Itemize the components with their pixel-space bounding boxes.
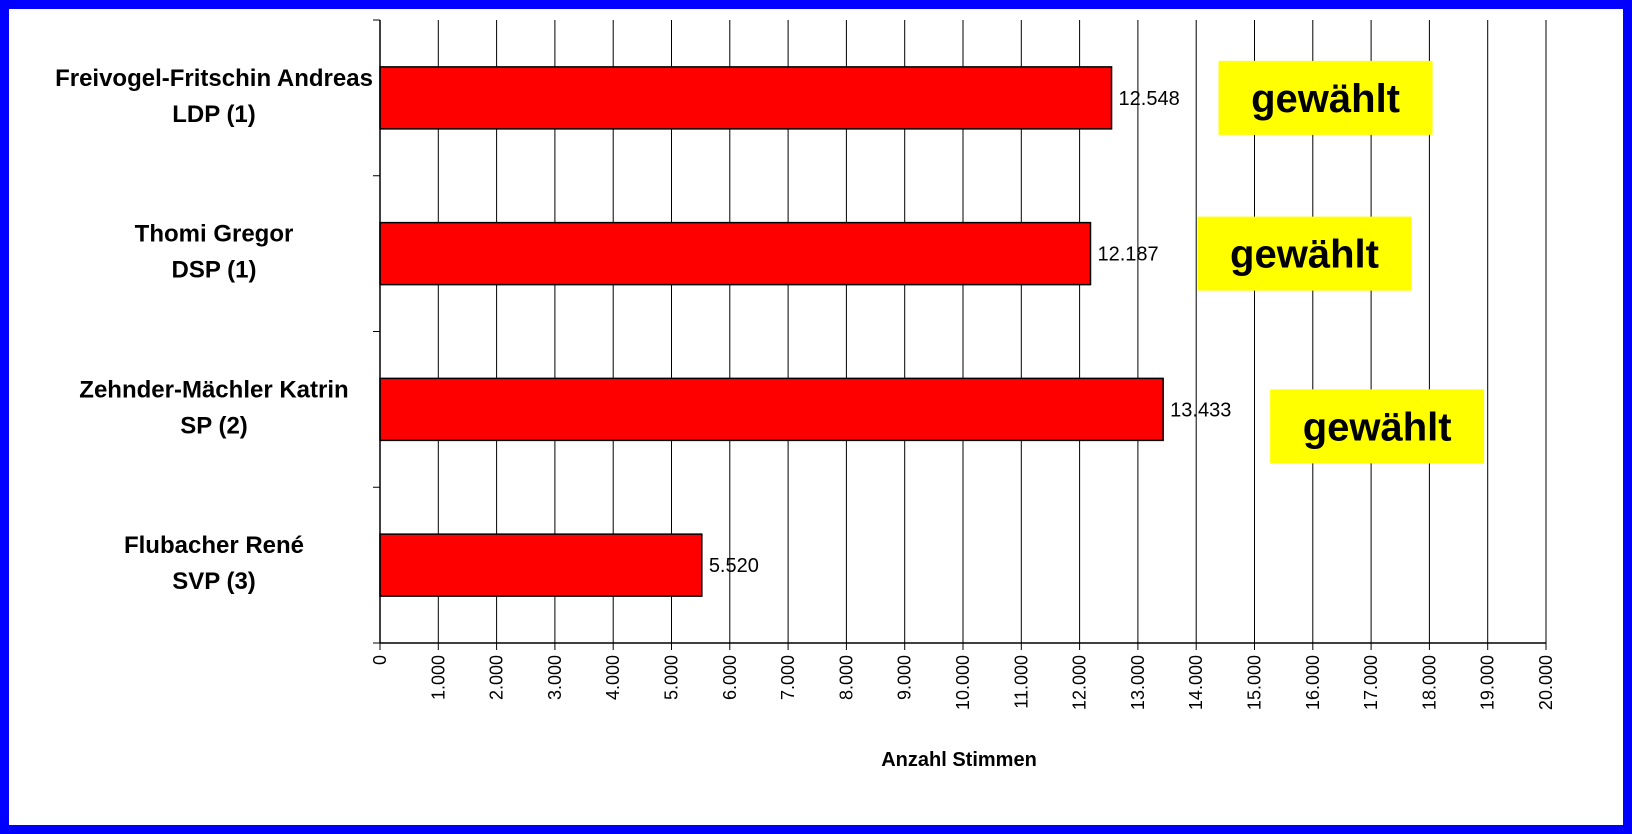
x-tick-label: 5.000 — [662, 655, 682, 700]
bars — [379, 66, 1164, 597]
category-label: LDP (1) — [172, 101, 256, 128]
value-label: 5.520 — [709, 555, 759, 577]
elected-badge — [1270, 389, 1485, 464]
x-tick-label: 1.000 — [428, 655, 448, 700]
x-tick-label: 8.000 — [836, 655, 856, 700]
elected-badge-label: gewählt — [1303, 405, 1452, 449]
x-tick-label: 11.000 — [1011, 655, 1031, 709]
x-tick-label: 7.000 — [778, 655, 798, 700]
elected-badge — [1197, 216, 1412, 291]
category-label: Zehnder-Mächler Katrin — [79, 376, 348, 403]
x-tick-label: 20.000 — [1536, 655, 1556, 710]
category-labels: Freivogel-Fritschin Andreas LDP (1) Thomi … — [55, 65, 373, 595]
x-tick-label: 18.000 — [1419, 655, 1439, 710]
bar — [379, 377, 1164, 442]
category-label: SP (2) — [180, 412, 248, 439]
x-tick-label: 2.000 — [487, 655, 507, 700]
x-tick-label: 6.000 — [720, 655, 740, 700]
value-label: 12.548 — [1119, 88, 1180, 110]
axes — [373, 19, 1547, 650]
bar — [379, 66, 1113, 130]
value-label: 13.433 — [1170, 399, 1231, 421]
x-tick-label: 4.000 — [603, 655, 623, 700]
category-label: DSP (1) — [172, 257, 257, 284]
x-tick-label: 0 — [370, 655, 390, 665]
x-tick-label: 13.000 — [1128, 655, 1148, 710]
bar — [379, 221, 1092, 286]
chart-frame: 0 1.000 2.000 3.000 4.000 5.000 6.000 7.000 8.00… — [9, 9, 1623, 825]
annotations: gewählt gewählt gewählt — [1197, 60, 1485, 464]
x-tick-label: 12.000 — [1070, 655, 1090, 710]
elected-badge-label: gewählt — [1230, 233, 1379, 277]
x-tick-label: 10.000 — [953, 655, 973, 710]
elected-badge — [1218, 60, 1433, 135]
category-label: Flubacher René — [124, 532, 304, 559]
x-tick-labels: 0 1.000 2.000 3.000 4.000 5.000 6.000 7.000 8.00… — [370, 655, 1556, 710]
x-axis-title: Anzahl Stimmen — [881, 749, 1037, 771]
category-label: Freivogel-Fritschin Andreas — [55, 65, 373, 92]
x-tick-label: 16.000 — [1303, 655, 1323, 710]
x-tick-label: 19.000 — [1478, 655, 1498, 710]
value-labels: 12.548 12.187 13.433 5.520 — [709, 88, 1231, 577]
value-label: 12.187 — [1098, 244, 1159, 266]
category-label: SVP (3) — [172, 568, 256, 595]
bar — [379, 533, 703, 597]
elected-badge-label: gewählt — [1251, 77, 1400, 121]
category-label: Thomi Gregor — [135, 221, 294, 248]
x-tick-label: 14.000 — [1186, 655, 1206, 710]
x-tick-label: 3.000 — [545, 655, 565, 700]
x-tick-label: 9.000 — [895, 655, 915, 700]
x-tick-label: 17.000 — [1361, 655, 1381, 710]
x-tick-label: 15.000 — [1245, 655, 1265, 710]
bar-chart: 0 1.000 2.000 3.000 4.000 5.000 6.000 7.000 8.00… — [55, 19, 1556, 771]
